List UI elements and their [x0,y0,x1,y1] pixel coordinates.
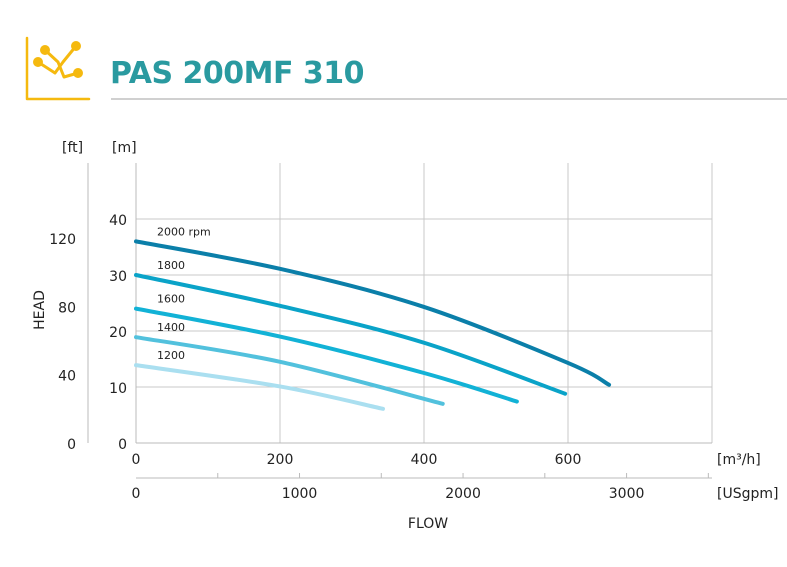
y-secondary-unit-label: [ft] [62,140,83,156]
x-secondary-tick-label: 2000 [445,486,481,502]
y-tick-label: 20 [109,325,127,341]
y-tick-label: 40 [109,213,127,229]
x-tick-label: 600 [555,452,582,468]
curve-label: 1600 [157,293,185,306]
curve-label: 1400 [157,321,185,334]
y-axis-title: HEAD [32,290,48,330]
curve-1200 [134,363,385,411]
page-title: PAS 200MF 310 [110,56,365,91]
y-tick-label: 10 [109,381,127,397]
y-unit-label: [m] [112,140,137,156]
y-tick-label: 30 [109,269,127,285]
y-tick-label: 0 [118,437,127,453]
x-tick-label: 400 [411,452,438,468]
y-secondary-tick-label: 40 [58,369,76,385]
curve-2000-rpm [134,239,612,387]
curve-label: 1200 [157,349,185,362]
x-axis-title: FLOW [408,516,448,532]
curve-1600 [134,306,519,404]
curve-1400 [134,335,445,406]
x-tick-label: 200 [267,452,294,468]
x-secondary-unit-label: [USgpm] [717,486,778,502]
x-secondary-tick-label: 3000 [609,486,645,502]
y-secondary-tick-label: 0 [67,437,76,453]
x-tick-label: 0 [132,452,141,468]
x-unit-label: [m³/h] [717,452,761,468]
curve-label: 1800 [157,259,185,272]
y-secondary-tick-label: 80 [58,300,76,316]
x-secondary-tick-label: 1000 [282,486,318,502]
x-secondary-tick-label: 0 [132,486,141,502]
curve-label: 2000 rpm [157,225,211,238]
curve-1800 [134,273,568,396]
line-chart-icon [25,36,91,101]
y-secondary-tick-label: 120 [49,232,76,248]
